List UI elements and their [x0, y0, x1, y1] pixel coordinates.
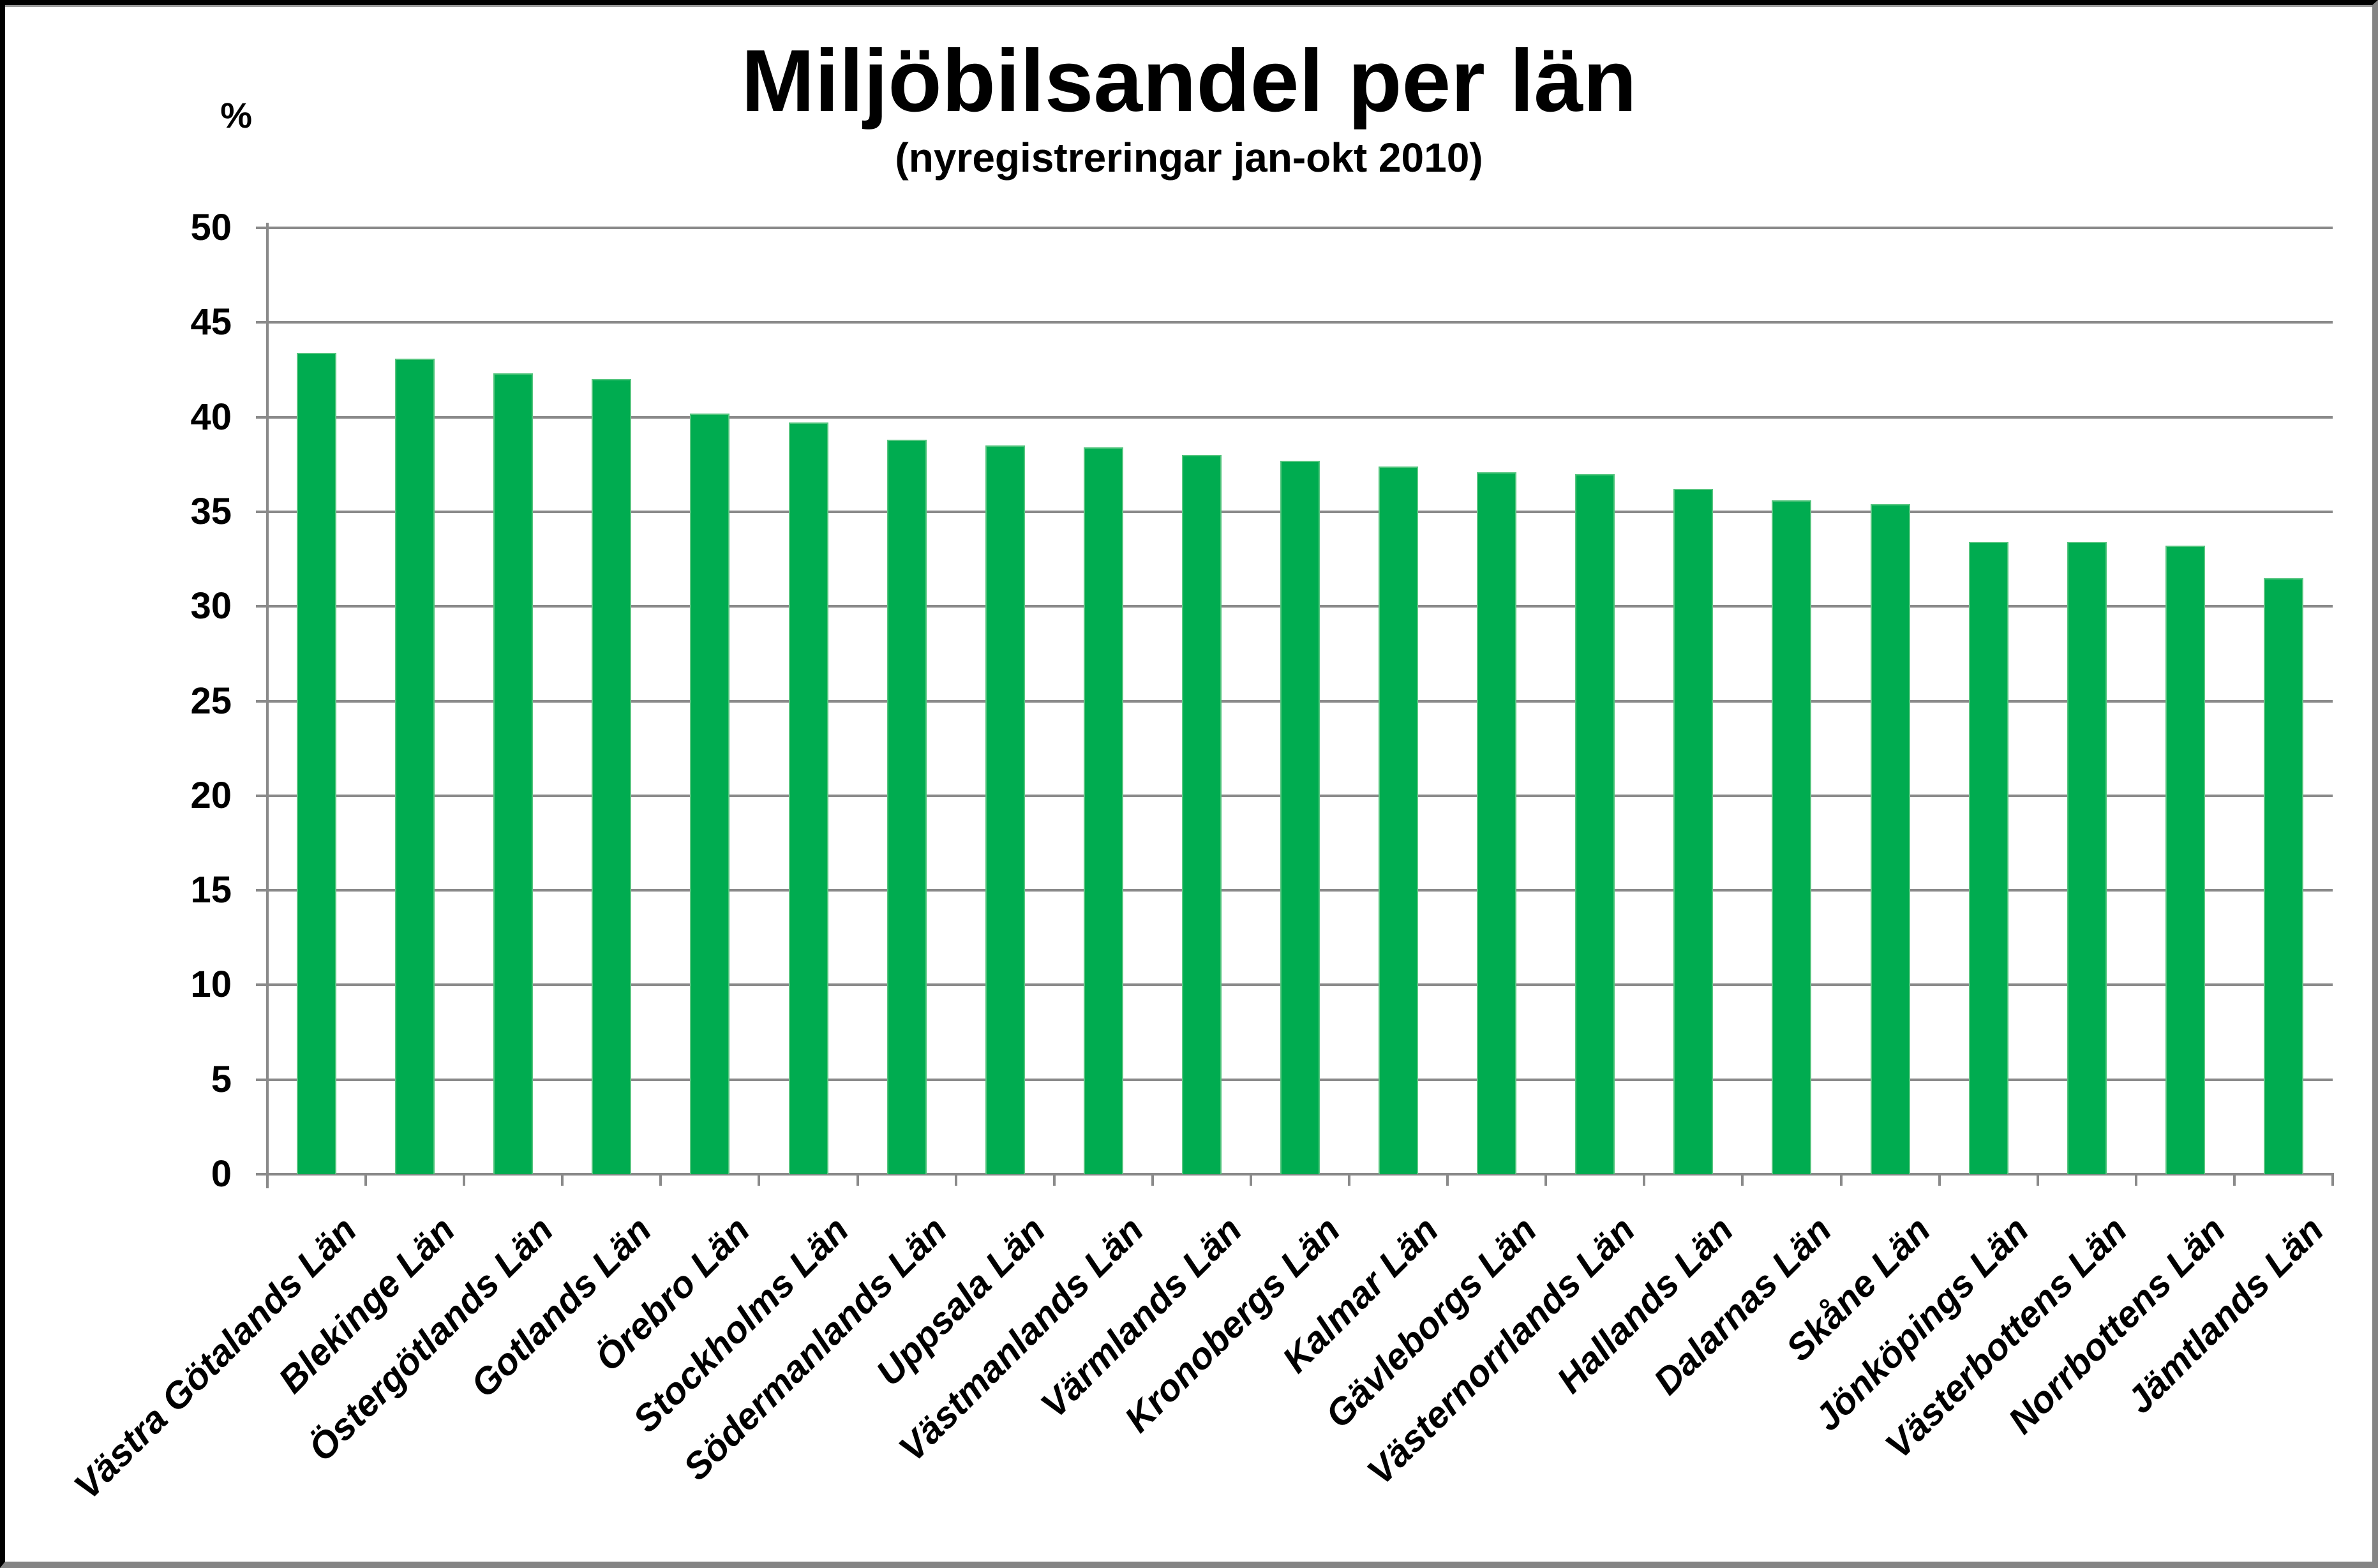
bar — [690, 413, 730, 1174]
x-axis-tick — [1151, 1174, 1154, 1186]
y-axis-tick — [256, 605, 267, 608]
y-tick-label: 25 — [190, 680, 232, 722]
bar — [1280, 460, 1320, 1174]
y-tick-label: 20 — [190, 774, 232, 816]
bar — [1772, 500, 1812, 1174]
y-axis-tick — [256, 227, 267, 229]
y-tick-label: 35 — [190, 490, 232, 532]
bar — [1379, 466, 1419, 1174]
bar — [493, 373, 534, 1174]
y-gridline — [267, 415, 2333, 419]
y-tick-label: 10 — [190, 964, 232, 1006]
x-axis-tick — [1446, 1174, 1449, 1186]
y-gridline — [267, 227, 2333, 229]
x-axis-tick — [463, 1174, 466, 1186]
y-axis-tick — [256, 415, 267, 419]
bar — [395, 358, 435, 1174]
x-axis-tick — [856, 1174, 859, 1186]
y-axis-tick — [256, 321, 267, 324]
x-axis-tick — [2134, 1174, 2137, 1186]
bar — [1575, 474, 1615, 1174]
x-axis-line — [266, 1173, 2334, 1176]
x-axis-tick — [1938, 1174, 1941, 1186]
y-axis-tick — [256, 983, 267, 987]
x-axis-tick — [2036, 1174, 2039, 1186]
bar — [2263, 578, 2303, 1174]
chart-title: Miljöbilsandel per län — [741, 32, 1637, 130]
y-axis-tick — [256, 699, 267, 703]
y-axis-tick — [256, 510, 267, 513]
bar — [592, 379, 632, 1174]
y-tick-label: 40 — [190, 396, 232, 438]
x-axis-tick — [266, 1174, 269, 1186]
bar — [886, 440, 927, 1174]
y-tick-label: 0 — [211, 1153, 232, 1195]
x-axis-tick — [1544, 1174, 1548, 1186]
chart-subtitle: (nyregistreringar jan-okt 2010) — [895, 135, 1483, 181]
y-axis-tick — [256, 794, 267, 797]
y-axis-line — [266, 223, 269, 1188]
x-axis-tick — [2331, 1174, 2334, 1186]
bar — [1870, 504, 1910, 1174]
y-tick-label: 5 — [211, 1058, 232, 1100]
x-axis-tick — [2232, 1174, 2236, 1186]
x-axis-tick — [1643, 1174, 1646, 1186]
x-axis-tick — [561, 1174, 564, 1186]
bar — [297, 352, 337, 1174]
y-axis-unit-label: % — [220, 95, 252, 135]
y-axis-tick — [256, 1173, 267, 1176]
x-axis-tick — [1348, 1174, 1351, 1186]
bar — [2067, 542, 2107, 1174]
bar — [1968, 542, 2008, 1174]
bar — [985, 445, 1025, 1174]
x-category-label: Blekinge Län — [271, 1209, 463, 1401]
x-axis-tick — [954, 1174, 957, 1186]
x-axis-tick — [1249, 1174, 1252, 1186]
y-tick-label: 50 — [190, 207, 232, 248]
x-axis-tick — [758, 1174, 761, 1186]
x-axis-tick — [364, 1174, 368, 1186]
x-category-label: Dalarnas Län — [1646, 1209, 1840, 1403]
bar — [1477, 472, 1517, 1174]
x-axis-tick — [1741, 1174, 1744, 1186]
y-axis-tick — [256, 1078, 267, 1081]
x-category-label: Uppsala Län — [868, 1209, 1053, 1394]
bar — [2165, 546, 2205, 1174]
y-tick-label: 15 — [190, 869, 232, 911]
x-axis-tick — [1052, 1174, 1056, 1186]
y-tick-label: 30 — [190, 585, 232, 627]
bar — [1083, 447, 1123, 1174]
y-axis-tick — [256, 889, 267, 892]
bar — [788, 422, 828, 1174]
bar — [1181, 454, 1222, 1174]
y-tick-label: 45 — [190, 301, 232, 343]
x-axis-tick — [659, 1174, 662, 1186]
bar — [1673, 489, 1714, 1174]
x-axis-tick — [1839, 1174, 1843, 1186]
y-gridline — [267, 321, 2333, 324]
